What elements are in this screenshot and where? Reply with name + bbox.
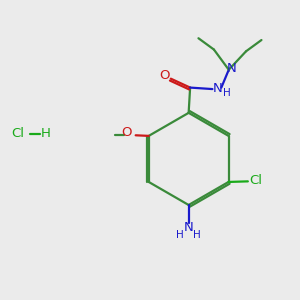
Text: H: H xyxy=(223,88,231,98)
Text: Cl: Cl xyxy=(11,127,24,140)
Text: N: N xyxy=(213,82,223,95)
Text: H: H xyxy=(40,127,50,140)
Text: N: N xyxy=(184,221,194,234)
Text: Cl: Cl xyxy=(250,174,263,187)
Text: H: H xyxy=(193,230,201,240)
Text: O: O xyxy=(122,126,132,140)
Text: N: N xyxy=(226,62,236,75)
Text: H: H xyxy=(176,230,184,240)
Text: O: O xyxy=(159,69,169,82)
